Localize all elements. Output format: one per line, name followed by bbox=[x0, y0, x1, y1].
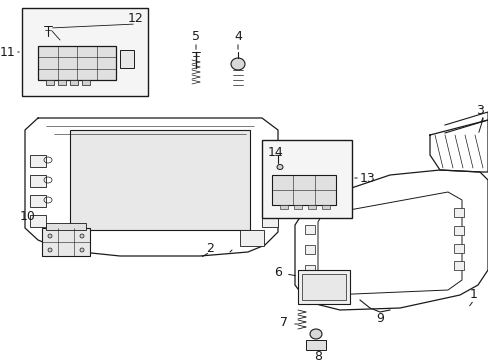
Bar bbox=[22, 8, 148, 96]
Bar bbox=[30, 155, 46, 167]
Ellipse shape bbox=[276, 165, 283, 170]
Bar bbox=[70, 80, 78, 85]
Bar bbox=[321, 205, 329, 209]
Bar bbox=[302, 274, 346, 300]
Text: 3: 3 bbox=[475, 104, 483, 117]
Text: 1: 1 bbox=[469, 288, 477, 302]
Text: 6: 6 bbox=[273, 266, 282, 279]
Bar bbox=[262, 155, 278, 167]
Bar bbox=[42, 228, 90, 256]
Bar bbox=[240, 230, 264, 246]
Bar bbox=[46, 80, 54, 85]
Bar bbox=[38, 46, 116, 80]
Bar bbox=[271, 175, 335, 205]
Bar bbox=[30, 175, 46, 187]
Bar bbox=[305, 340, 325, 350]
Bar bbox=[453, 226, 463, 235]
Bar bbox=[305, 225, 314, 234]
Bar bbox=[305, 265, 314, 274]
Text: 5: 5 bbox=[192, 30, 200, 42]
Bar bbox=[262, 175, 278, 187]
Bar bbox=[82, 80, 90, 85]
Bar bbox=[262, 195, 278, 207]
Text: 10: 10 bbox=[20, 210, 36, 222]
Bar bbox=[297, 270, 349, 304]
Ellipse shape bbox=[48, 234, 52, 238]
Ellipse shape bbox=[80, 248, 84, 252]
Bar bbox=[46, 223, 86, 230]
Text: 4: 4 bbox=[234, 30, 242, 42]
Bar bbox=[70, 130, 249, 230]
Text: 12: 12 bbox=[128, 12, 143, 24]
Ellipse shape bbox=[80, 234, 84, 238]
Bar bbox=[30, 215, 46, 227]
Bar bbox=[262, 140, 351, 218]
Text: 14: 14 bbox=[267, 145, 284, 158]
Bar bbox=[262, 215, 278, 227]
Ellipse shape bbox=[48, 248, 52, 252]
Bar bbox=[305, 245, 314, 254]
Bar bbox=[453, 261, 463, 270]
Bar bbox=[305, 282, 314, 291]
Text: 13: 13 bbox=[359, 171, 375, 184]
Bar bbox=[120, 50, 134, 68]
Bar bbox=[453, 244, 463, 253]
Ellipse shape bbox=[230, 58, 244, 70]
Text: 7: 7 bbox=[280, 315, 287, 328]
Text: 11: 11 bbox=[0, 45, 16, 58]
Bar bbox=[453, 208, 463, 217]
Text: 9: 9 bbox=[375, 311, 383, 324]
Bar bbox=[58, 80, 66, 85]
Text: 2: 2 bbox=[205, 242, 214, 255]
Bar bbox=[30, 195, 46, 207]
Bar bbox=[307, 205, 315, 209]
Text: 8: 8 bbox=[313, 350, 321, 360]
Bar bbox=[293, 205, 302, 209]
Ellipse shape bbox=[309, 329, 321, 339]
Bar bbox=[280, 205, 287, 209]
